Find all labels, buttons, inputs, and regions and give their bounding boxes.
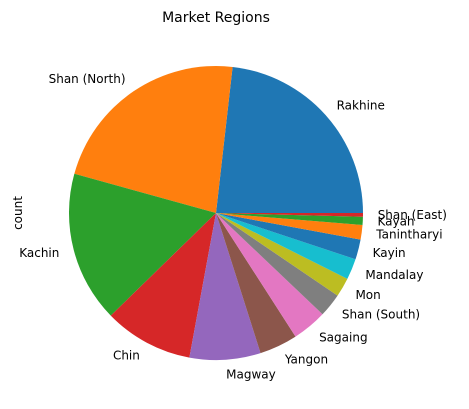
pie-slice-kayin [216, 213, 361, 260]
pie-slice-magway [189, 213, 261, 361]
pie-label-chin: Chin [113, 349, 140, 363]
pie-label-kayah: Kayah [377, 215, 414, 229]
pie-label-shan-east: Shan (East) [378, 208, 447, 222]
pie-slice-tanintharyi [216, 213, 363, 240]
pie-slice-shan-south [216, 213, 338, 315]
pie-label-shan-south: Shan (South) [342, 308, 420, 322]
pie-label-yangon: Yangon [284, 352, 328, 366]
pie-label-sagaing: Sagaing [319, 331, 368, 345]
pie-slice-kachin [68, 173, 217, 316]
pie-label-rakhine: Rakhine [337, 98, 385, 112]
pie-slice-rakhine [216, 66, 363, 213]
pie-slice-shan-east [216, 213, 363, 217]
pie-slice-yangon [216, 213, 296, 354]
pie-slice-kayah [216, 213, 363, 225]
pie-label-mon: Mon [355, 288, 380, 302]
pie-slice-sagaing [216, 213, 323, 337]
pie-slices [68, 66, 363, 361]
pie-label-kayin: Kayin [373, 246, 406, 260]
pie-slice-shan-north [74, 66, 233, 214]
y-axis-label: count [11, 196, 25, 230]
pie-label-mandalay: Mandalay [365, 268, 423, 282]
pie-label-kachin: Kachin [19, 246, 59, 260]
pie-label-shan-north: Shan (North) [49, 72, 126, 86]
pie-slice-mon [216, 213, 348, 296]
pie-label-tanintharyi: Tanintharyi [375, 227, 442, 241]
pie-label-magway: Magway [226, 367, 276, 381]
pie-slice-mandalay [216, 213, 356, 279]
pie-slice-chin [110, 213, 216, 358]
chart-title: Market Regions [162, 10, 270, 26]
pie-labels: Rakhine Shan (North) Kachin Chin Magway Yango… [19, 72, 447, 381]
